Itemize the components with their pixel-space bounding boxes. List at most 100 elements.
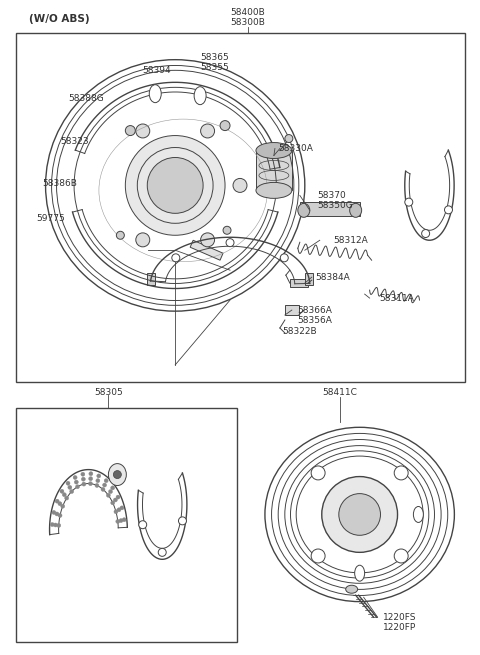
Bar	[16, 33, 465, 382]
Circle shape	[68, 485, 72, 489]
Circle shape	[107, 493, 110, 497]
Circle shape	[394, 549, 408, 563]
Circle shape	[57, 523, 61, 527]
Text: 58355: 58355	[200, 64, 229, 72]
Circle shape	[75, 485, 80, 489]
Ellipse shape	[256, 143, 292, 159]
Bar	[16, 408, 237, 642]
Text: 58365: 58365	[200, 53, 229, 62]
Circle shape	[136, 124, 150, 138]
Circle shape	[116, 519, 120, 523]
Circle shape	[116, 495, 120, 499]
Circle shape	[61, 504, 65, 508]
Circle shape	[125, 126, 135, 136]
Circle shape	[113, 498, 118, 502]
Circle shape	[111, 486, 115, 490]
Text: (W/O ABS): (W/O ABS)	[29, 14, 89, 24]
Circle shape	[97, 474, 101, 478]
Circle shape	[74, 480, 78, 484]
Circle shape	[179, 517, 186, 525]
Ellipse shape	[355, 565, 365, 581]
Circle shape	[111, 501, 115, 505]
Circle shape	[101, 487, 105, 491]
Circle shape	[220, 121, 230, 130]
Circle shape	[95, 483, 99, 487]
Circle shape	[82, 477, 85, 481]
Circle shape	[444, 206, 453, 214]
Circle shape	[147, 157, 203, 214]
Circle shape	[108, 489, 112, 494]
Circle shape	[226, 238, 234, 247]
Circle shape	[52, 510, 56, 514]
Text: 58384A: 58384A	[315, 272, 349, 282]
Circle shape	[116, 231, 124, 239]
Text: 58388G: 58388G	[69, 94, 104, 103]
Circle shape	[125, 136, 225, 235]
Circle shape	[158, 548, 166, 556]
Circle shape	[119, 519, 123, 523]
Circle shape	[201, 124, 215, 138]
Circle shape	[89, 477, 93, 481]
Circle shape	[55, 512, 59, 516]
Circle shape	[322, 477, 397, 552]
Circle shape	[58, 502, 62, 506]
Circle shape	[82, 482, 86, 486]
Circle shape	[103, 483, 107, 487]
Circle shape	[65, 496, 69, 500]
Circle shape	[96, 479, 100, 483]
Text: 58322B: 58322B	[282, 328, 316, 337]
Text: 58366A: 58366A	[297, 305, 332, 314]
Circle shape	[60, 489, 64, 493]
Bar	[290, 279, 308, 287]
Polygon shape	[190, 240, 223, 260]
Text: 58312A: 58312A	[334, 236, 369, 245]
Text: 1220FP: 1220FP	[383, 623, 416, 631]
Circle shape	[311, 466, 325, 480]
Text: 1220FS: 1220FS	[383, 612, 416, 622]
Circle shape	[421, 229, 430, 238]
Circle shape	[53, 523, 58, 527]
Bar	[147, 273, 156, 285]
Ellipse shape	[413, 506, 423, 523]
Circle shape	[339, 494, 381, 535]
Ellipse shape	[149, 84, 161, 103]
Circle shape	[50, 523, 54, 527]
Ellipse shape	[194, 86, 206, 105]
Circle shape	[394, 466, 408, 480]
Text: 58370: 58370	[318, 191, 347, 200]
Bar	[285, 305, 299, 315]
Circle shape	[70, 489, 73, 493]
Ellipse shape	[350, 203, 361, 217]
Text: 58411C: 58411C	[322, 388, 357, 398]
Bar	[305, 273, 312, 285]
Circle shape	[88, 481, 93, 485]
Circle shape	[89, 472, 93, 476]
Text: 58394: 58394	[142, 66, 171, 75]
Circle shape	[122, 517, 126, 522]
Circle shape	[139, 521, 147, 529]
Bar	[256, 151, 292, 191]
Text: 59775: 59775	[36, 214, 65, 223]
Circle shape	[66, 481, 70, 485]
Text: 58323: 58323	[60, 137, 89, 146]
Circle shape	[223, 226, 231, 234]
Circle shape	[117, 508, 121, 512]
Circle shape	[280, 254, 288, 262]
Text: 58356A: 58356A	[297, 316, 332, 324]
Circle shape	[62, 493, 66, 496]
Circle shape	[104, 479, 108, 483]
Circle shape	[233, 178, 247, 193]
Circle shape	[285, 134, 293, 143]
Circle shape	[120, 506, 124, 510]
Text: 58311A: 58311A	[380, 293, 414, 303]
Text: 58330A: 58330A	[278, 144, 313, 153]
Text: 58300B: 58300B	[230, 18, 265, 28]
Circle shape	[311, 549, 325, 563]
Ellipse shape	[108, 464, 126, 485]
Ellipse shape	[298, 203, 310, 217]
Circle shape	[201, 233, 215, 247]
Circle shape	[136, 233, 150, 247]
Circle shape	[172, 254, 180, 262]
Circle shape	[55, 499, 59, 503]
Circle shape	[81, 472, 85, 476]
